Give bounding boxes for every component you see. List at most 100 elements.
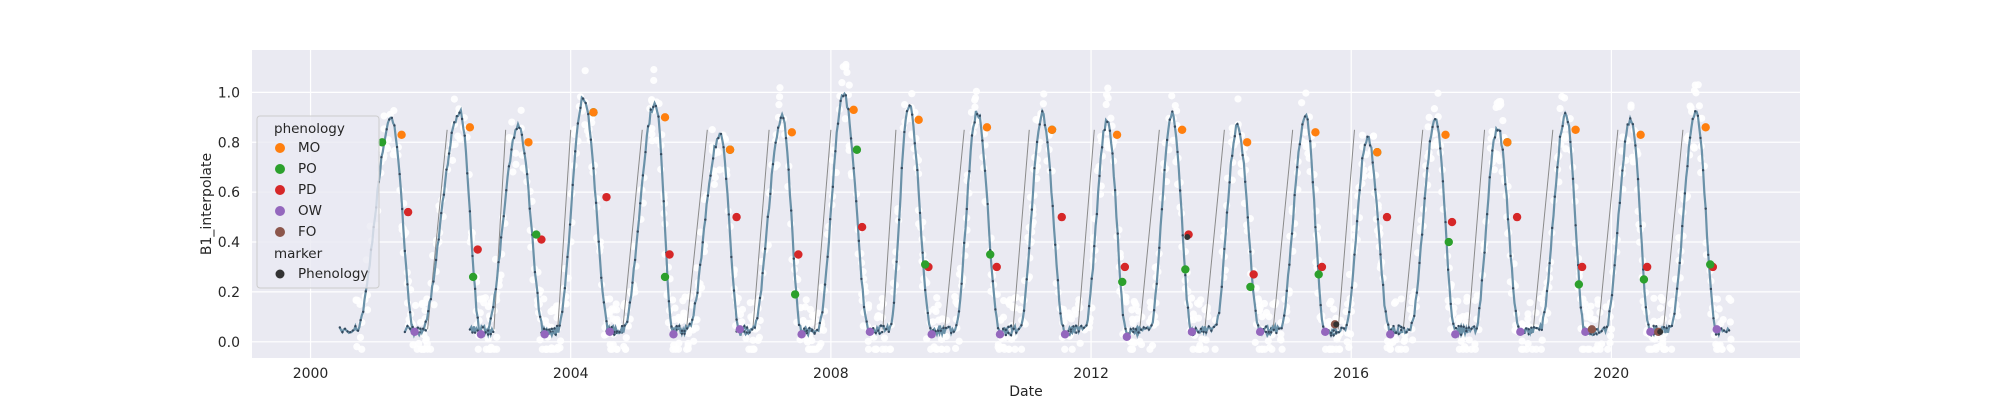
raw-point [1538,336,1546,344]
series-dot [631,281,634,284]
series-dot [1488,176,1491,179]
series-dot [1043,123,1047,127]
series-dot [1379,253,1382,256]
series-dot [1699,136,1702,140]
raw-point [1265,313,1273,321]
raw-point [817,339,825,348]
series-dot [1491,149,1494,152]
series-dot [1444,220,1447,224]
series-dot [1335,331,1338,334]
raw-point [1488,127,1496,136]
raw-point [1298,99,1306,107]
series-dot [952,330,956,333]
series-dot [1610,293,1614,297]
pd-point [403,207,413,217]
raw-point [450,95,458,103]
raw-point [1011,294,1019,302]
raw-point [1455,345,1463,353]
raw-point [1490,166,1498,174]
series-dot [1571,177,1575,181]
raw-point [512,160,520,169]
series-dot [1254,309,1257,312]
series-dot [471,254,474,258]
raw-point [1659,315,1668,323]
pd-point [1317,262,1327,272]
raw-point [1556,104,1564,113]
series-dot [983,169,987,172]
raw-point [456,135,464,143]
series-dot [1139,328,1143,331]
raw-point [690,337,698,345]
ow-point [995,330,1005,339]
series-dot [976,112,979,116]
raw-point [1690,144,1698,152]
series-dot [1217,311,1221,315]
series-dot [584,101,587,105]
series-dot [427,309,430,313]
series-dot [1243,180,1247,183]
series-dot [406,324,409,328]
series-dot [1082,326,1086,329]
series-dot [1215,323,1218,326]
series-dot [553,327,556,330]
x-axis-ticks: 2000 2004 2008 2012 2016 2020 [293,366,1629,382]
raw-point [670,315,678,324]
series-dot [1155,282,1158,286]
ow-point [540,330,549,339]
raw-point [1604,345,1612,353]
legend-label-ow: OW [298,203,322,219]
series-dot [1233,135,1236,138]
series-dot [1106,120,1109,124]
po-point [1314,270,1323,279]
x-tick-label: 2012 [1073,366,1109,382]
series-dot [860,277,863,281]
series-dot [434,258,438,262]
series-dot [753,326,756,329]
raw-point [1726,318,1734,326]
raw-point [1016,306,1025,314]
ow-point [1581,327,1590,337]
series-dot [1532,326,1536,329]
mo-point [787,128,797,137]
series-dot [600,276,603,280]
series-dot [1314,225,1317,229]
raw-point [749,336,757,344]
series-dot [890,322,893,326]
series-dot [1301,123,1304,126]
series-dot [1569,140,1572,144]
series-dot [1566,120,1570,124]
legend-swatch-fo [275,227,285,237]
series-dot [897,218,901,221]
raw-point [1524,315,1532,323]
raw-point [1367,171,1375,180]
pd-point [1447,217,1457,227]
series-dot [970,134,974,137]
series-dot [1675,287,1679,290]
mo-point [397,130,406,139]
connector-line [752,129,770,330]
series-dot [1303,115,1307,118]
series-dot [424,320,427,323]
series-dot [957,310,961,313]
raw-point [1425,113,1433,122]
series-dot [1558,135,1562,139]
series-dot [1186,306,1190,309]
series-dot [515,127,518,131]
series-dot [1418,261,1421,265]
raw-point [1386,345,1394,353]
raw-point [1011,345,1019,353]
series-dot [1556,166,1559,169]
series-dot [693,302,697,305]
ow-point [1451,330,1460,339]
series-dot [1553,195,1556,198]
ow-point [1255,327,1265,337]
mo-point [660,113,670,122]
series-dot [1296,166,1299,169]
raw-point [1004,298,1012,306]
series-dot [1077,330,1080,333]
series-dot [711,157,715,160]
mo-point [1047,125,1057,135]
raw-point [967,108,976,116]
series-dot [965,207,969,211]
series-dot [406,283,409,286]
